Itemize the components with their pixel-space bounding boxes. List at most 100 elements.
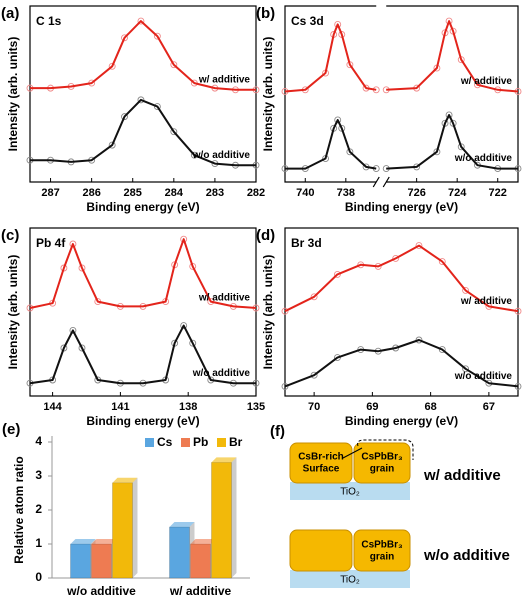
panel-title: C 1s — [36, 14, 62, 28]
fit-line — [30, 20, 256, 91]
legend-swatch — [181, 438, 190, 447]
panel-label: (f) — [270, 423, 285, 440]
x-tick-label: 138 — [179, 401, 197, 413]
bar-top — [70, 539, 96, 544]
x-tick-label: 285 — [124, 187, 142, 199]
series-label: w/o additive — [454, 153, 513, 164]
x-tick-label: 740 — [296, 187, 314, 199]
x-axis-label: Binding energy (eV) — [345, 200, 458, 214]
condition-label: w/ additive — [423, 467, 501, 484]
bar-top — [169, 522, 195, 527]
fit-line — [29, 324, 256, 385]
surface-label: Surface — [303, 464, 340, 475]
panel-title: Pb 4f — [36, 236, 66, 250]
x-tick-label: 67 — [483, 401, 495, 413]
x-tick-label: 286 — [82, 187, 100, 199]
data-point — [137, 96, 145, 104]
x-tick-label: 135 — [247, 401, 265, 413]
fit-line — [284, 339, 519, 388]
x-tick-label: 726 — [407, 187, 425, 199]
series-label: w/ additive — [460, 296, 513, 307]
grain — [353, 529, 411, 572]
data-point — [121, 113, 128, 121]
panel-label: (b) — [256, 5, 275, 22]
legend-label: Br — [229, 435, 243, 449]
panel-title: Cs 3d — [291, 14, 324, 28]
x-tick-label: 68 — [425, 401, 437, 413]
bar-top — [112, 477, 138, 483]
bar-side — [132, 477, 138, 578]
condition-label: w/o additive — [423, 547, 510, 564]
x-axis-label: Binding energy (eV) — [86, 414, 199, 428]
y-axis-label: Intensity (arb. units) — [6, 255, 20, 370]
data-point — [392, 254, 400, 262]
bar — [190, 543, 211, 579]
x-tick-label: 287 — [41, 187, 59, 199]
data-point — [121, 34, 128, 42]
substrate — [290, 570, 410, 588]
data-point — [170, 128, 178, 136]
y-axis-label: Intensity (arb. units) — [261, 37, 275, 152]
data-point — [457, 143, 465, 151]
fit-line — [284, 20, 519, 93]
substrate-label: TiO₂ — [340, 487, 360, 498]
grain-label: CsPbBr₃ — [361, 452, 403, 463]
data-point — [445, 111, 453, 119]
data-point — [334, 116, 342, 124]
surface-outline — [357, 439, 414, 460]
data-point — [281, 382, 289, 390]
legend-swatch — [145, 438, 154, 447]
data-point — [170, 61, 178, 69]
data-point — [333, 270, 341, 278]
data-point — [137, 17, 145, 25]
panel-label: (a) — [1, 5, 19, 22]
data-point — [78, 264, 86, 272]
bar-top — [91, 539, 117, 544]
data-point — [334, 20, 342, 28]
axis-break — [372, 176, 390, 188]
y-tick-label: 1 — [35, 536, 42, 550]
axis-frame — [284, 5, 519, 183]
y-axis-label: Intensity (arb. units) — [261, 255, 275, 370]
data-point — [310, 293, 318, 301]
x-tick-label: w/o additive — [66, 584, 136, 598]
bar — [112, 482, 133, 579]
data-point — [108, 62, 116, 70]
data-point — [462, 365, 470, 373]
series-label: w/ additive — [198, 293, 251, 304]
data-point — [462, 286, 470, 294]
data-point — [438, 258, 446, 266]
axis-frame — [29, 227, 257, 397]
data-point — [310, 371, 318, 379]
bar-top — [211, 457, 237, 463]
grain-label: CsPbBr₃ — [361, 540, 403, 551]
grain — [289, 442, 353, 484]
data-point — [108, 141, 116, 149]
legend-label: Pb — [193, 435, 208, 449]
data-point — [281, 307, 289, 315]
series-label: w/o additive — [192, 368, 251, 379]
x-tick-label: 738 — [337, 187, 355, 199]
surface-label: CsBr-rich — [298, 452, 344, 463]
y-tick-label: 3 — [35, 468, 42, 482]
panel-label: (c) — [1, 227, 19, 244]
y-axis-label: Relative atom ratio — [12, 456, 26, 563]
data-point — [180, 322, 188, 330]
x-tick-label: 282 — [247, 187, 265, 199]
panel-title: Br 3d — [291, 236, 322, 250]
x-tick-label: 69 — [366, 401, 378, 413]
series-label: w/ additive — [198, 74, 251, 85]
series-label: w/o additive — [454, 371, 513, 382]
x-tick-label: 283 — [206, 187, 224, 199]
bar-top — [190, 539, 216, 544]
x-axis-label: Binding energy (eV) — [86, 200, 199, 214]
series-label: w/o additive — [192, 150, 251, 161]
y-tick-label: 0 — [35, 570, 42, 584]
axis-frame — [29, 5, 257, 183]
grain-label: grain — [370, 552, 394, 563]
x-tick-label: 284 — [165, 187, 184, 199]
data-point — [438, 346, 446, 354]
data-point — [338, 124, 346, 132]
fit-line — [285, 114, 518, 170]
